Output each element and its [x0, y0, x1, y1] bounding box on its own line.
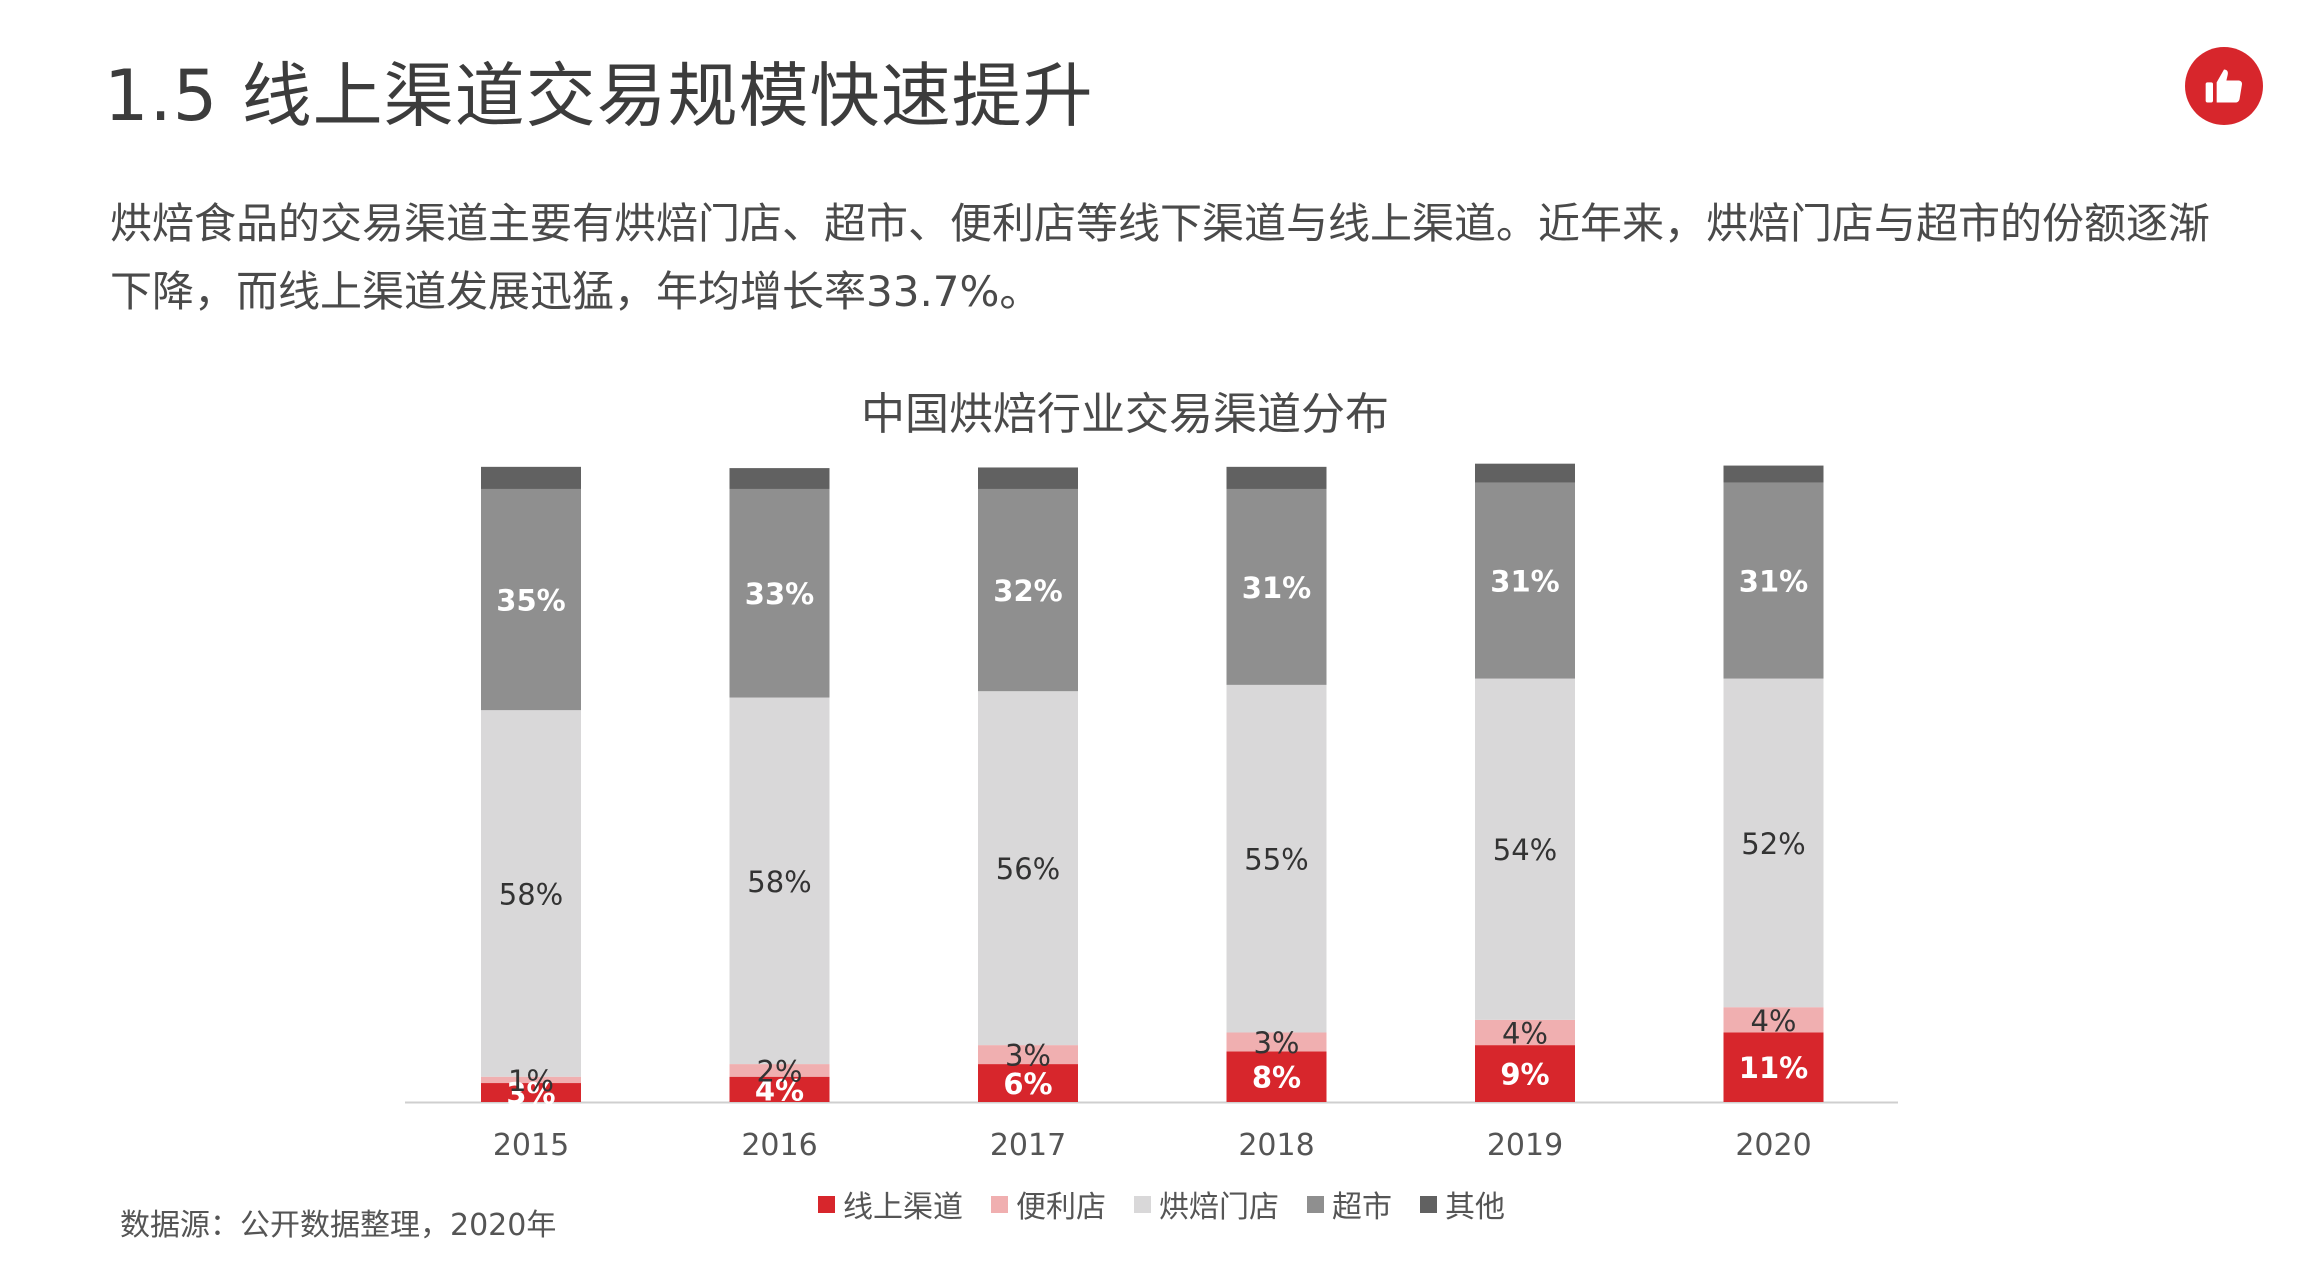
bar-segment-2015-s3: [481, 488, 581, 711]
data-label-2016-s2: 58%: [747, 865, 811, 899]
bar-segment-2015-s2: [481, 710, 581, 1077]
bar-segment-2015-s4: [481, 466, 581, 489]
bar-segment-2015-s1: [481, 1076, 581, 1084]
page-title: 1.5 线上渠道交易规模快速提升: [104, 55, 1094, 137]
bar-segment-2018-s1: [1226, 1032, 1327, 1052]
data-source: 数据源：公开数据整理，2020年: [120, 1208, 557, 1243]
bar-segment-2019-s0: [1475, 1045, 1575, 1102]
bar-segment-2018-s3: [1226, 488, 1327, 685]
data-label-2019-s1: 4%: [1502, 1016, 1548, 1050]
bar-segment-2017-s1: [978, 1045, 1078, 1065]
x-tick-label-2020: 2020: [1735, 1128, 1811, 1163]
data-label-2017-s1: 3%: [1005, 1039, 1051, 1073]
legend-label-s0: 线上渠道: [843, 1190, 963, 1225]
data-label-2018-s0: 8%: [1252, 1061, 1301, 1095]
legend-label-s4: 其他: [1445, 1190, 1505, 1225]
bar-segment-2018-s0: [1226, 1051, 1327, 1102]
data-label-2015-s2: 58%: [499, 877, 563, 911]
description-text: 烘焙食品的交易渠道主要有烘焙门店、超市、便利店等线下渠道与线上渠道。近年来，烘焙…: [110, 199, 2211, 316]
bar-segment-2019-s1: [1475, 1019, 1575, 1046]
bar-segment-2019-s3: [1475, 482, 1575, 679]
data-label-2018-s2: 55%: [1244, 843, 1308, 877]
x-tick-label-2019: 2019: [1487, 1128, 1563, 1163]
bar-segment-2019-s2: [1475, 678, 1575, 1020]
data-label-2020-s1: 4%: [1750, 1004, 1796, 1038]
data-label-2016-s1: 2%: [756, 1054, 802, 1088]
bar-segment-2017-s3: [978, 488, 1078, 692]
bar-segment-2020-s3: [1723, 482, 1824, 679]
legend-label-s2: 烘焙门店: [1159, 1190, 1279, 1225]
x-tick-label-2015: 2015: [493, 1128, 569, 1163]
data-label-2020-s3: 31%: [1739, 565, 1808, 599]
data-label-2018-s3: 31%: [1242, 571, 1311, 605]
data-label-2016-s3: 33%: [745, 577, 814, 611]
data-label-2015-s3: 35%: [496, 584, 565, 618]
bar-segment-2020-s0: [1723, 1032, 1824, 1102]
bar-segment-2017-s2: [978, 691, 1078, 1046]
thumbs-up-badge: [2185, 47, 2263, 125]
data-label-2015-s1: 1%: [508, 1064, 554, 1098]
data-label-2019-s0: 9%: [1500, 1058, 1549, 1092]
bar-segment-2020-s4: [1723, 465, 1824, 483]
bar-segment-2016-s1: [729, 1064, 830, 1077]
data-label-2015-s0: 3%: [506, 1077, 555, 1111]
bar-segment-2018-s2: [1226, 684, 1327, 1033]
chart-legend: 线上渠道 便利店 烘焙门店 超市 其他: [818, 1182, 1505, 1226]
legend-label-s1: 便利店: [1016, 1190, 1106, 1225]
bar-segment-2020-s2: [1723, 678, 1824, 1008]
legend-item-s4: 其他: [1420, 1182, 1505, 1226]
bar-segment-2020-s1: [1723, 1007, 1824, 1033]
bar-segment-2015-s0: [481, 1083, 581, 1102]
legend-swatch-s2: [1134, 1195, 1151, 1213]
bar-segment-2019-s4: [1475, 463, 1575, 483]
x-tick-label-2016: 2016: [741, 1128, 817, 1163]
data-label-2020-s0: 11%: [1739, 1051, 1808, 1085]
legend-swatch-s4: [1420, 1195, 1437, 1213]
x-tick-label-2017: 2017: [990, 1128, 1066, 1163]
thumbs-up-icon: [2205, 69, 2243, 103]
legend-swatch-s0: [818, 1195, 835, 1213]
data-label-2018-s1: 3%: [1253, 1026, 1299, 1060]
bar-segment-2016-s4: [729, 468, 830, 489]
data-label-2019-s3: 31%: [1490, 565, 1559, 599]
legend-swatch-s1: [991, 1195, 1008, 1213]
data-label-2019-s2: 54%: [1493, 833, 1557, 867]
legend-item-s3: 超市: [1307, 1182, 1392, 1226]
data-label-2020-s2: 52%: [1741, 827, 1805, 861]
bar-segment-2017-s4: [978, 467, 1078, 489]
chart-title: 中国烘焙行业交易渠道分布: [861, 389, 1389, 440]
data-label-2017-s2: 56%: [996, 852, 1060, 886]
bar-segment-2017-s0: [978, 1064, 1078, 1102]
bar-segment-2016-s2: [729, 697, 830, 1065]
legend-item-s0: 线上渠道: [818, 1182, 963, 1226]
data-label-2016-s0: 4%: [755, 1073, 804, 1107]
legend-swatch-s3: [1307, 1195, 1324, 1213]
legend-item-s2: 烘焙门店: [1134, 1182, 1279, 1226]
x-tick-label-2018: 2018: [1238, 1128, 1314, 1163]
bar-segment-2016-s3: [729, 488, 830, 698]
legend-item-s1: 便利店: [991, 1182, 1106, 1226]
bar-segment-2018-s4: [1226, 466, 1327, 489]
data-label-2017-s3: 32%: [993, 574, 1062, 608]
data-label-2017-s0: 6%: [1003, 1067, 1052, 1101]
legend-label-s3: 超市: [1332, 1190, 1392, 1225]
bar-segment-2016-s0: [729, 1076, 830, 1102]
